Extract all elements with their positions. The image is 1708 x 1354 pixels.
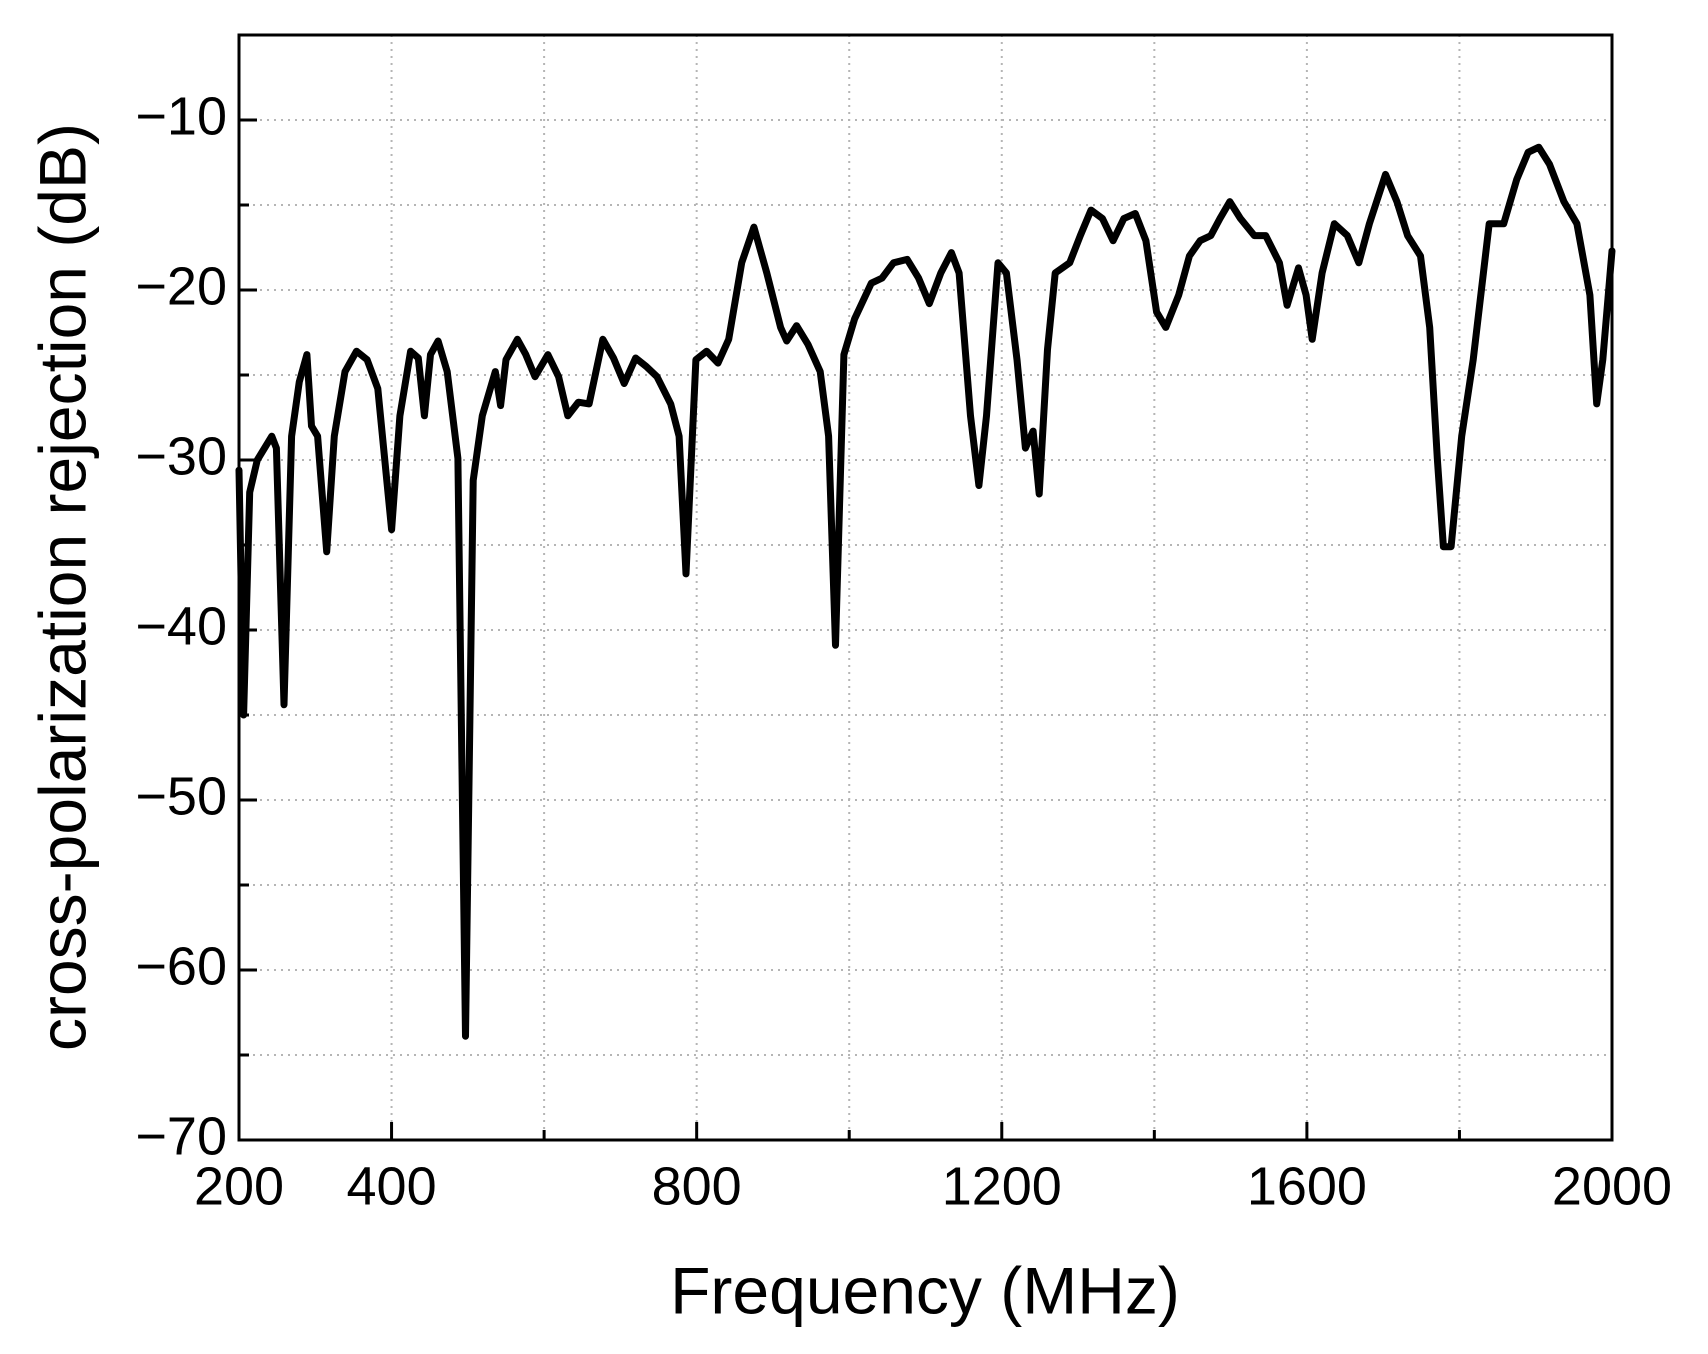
data-line	[235, 143, 1616, 1040]
plot-frame	[237, 33, 1614, 1142]
grid	[238, 35, 1613, 1141]
y-tick-label: −60	[135, 936, 227, 996]
x-tick-label: 1200	[942, 1156, 1062, 1216]
y-tick-label: −70	[135, 1106, 227, 1166]
x-tick-label: 1600	[1247, 1156, 1367, 1216]
x-tick-label: 400	[347, 1156, 437, 1216]
x-tick-label: 200	[194, 1156, 284, 1216]
y-tick-label: −20	[135, 256, 227, 316]
x-tick-label: 800	[652, 1156, 742, 1216]
y-tick-label: −30	[135, 426, 227, 486]
y-axis-label: cross-polarization rejection (dB)	[25, 123, 99, 1051]
y-tick-label: −10	[135, 86, 227, 146]
plot	[235, 143, 1616, 1040]
y-tick-label: −50	[135, 766, 227, 826]
x-axis-label: Frequency (MHz)	[670, 1253, 1180, 1327]
y-tick-label: −40	[135, 596, 227, 656]
x-tick-label: 2000	[1552, 1156, 1672, 1216]
